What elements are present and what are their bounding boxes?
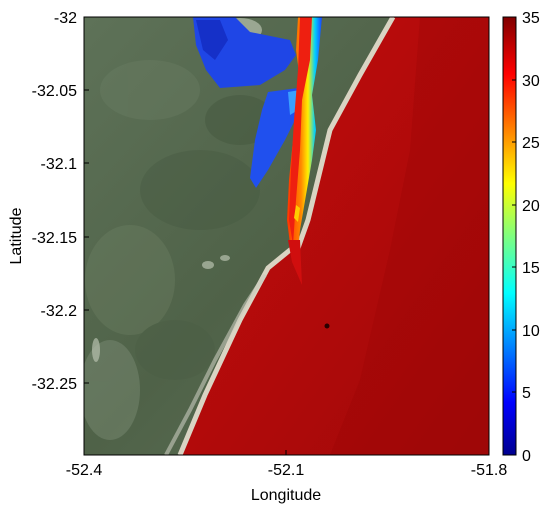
colorbar-tick-label: 35 — [522, 10, 540, 27]
x-axis-label: Longitude — [251, 487, 321, 504]
station-marker — [324, 323, 330, 329]
y-tick-label: -32.05 — [32, 83, 77, 100]
x-axis-ticks — [83, 450, 490, 455]
colorbar: 35 30 25 20 15 10 5 0 — [502, 10, 540, 465]
estuary-mouth — [288, 240, 302, 285]
estuary-channel-red-core — [289, 17, 312, 245]
x-tick-label: -52.4 — [66, 462, 103, 479]
colorbar-tick-label: 10 — [522, 323, 540, 340]
estuary-jetty-plume — [294, 205, 300, 222]
y-axis-label: Latitude — [8, 207, 25, 264]
y-tick-label: -32.15 — [32, 230, 77, 247]
lagoon-northwest-arm-dark — [196, 20, 228, 60]
colorbar-gradient — [502, 16, 517, 456]
colorbar-tick-label: 30 — [522, 73, 540, 90]
y-tick-label: -32 — [54, 10, 77, 27]
colorbar-tick-label: 25 — [522, 135, 540, 152]
y-tick-label: -32.1 — [41, 156, 78, 173]
lagoon-southern-arm — [250, 88, 300, 188]
y-tick-label: -32.25 — [32, 376, 77, 393]
colorbar-tick-label: 15 — [522, 260, 540, 277]
y-axis-ticks — [84, 16, 89, 384]
ocean-salinity-field — [180, 17, 489, 455]
y-tick-label: -32.2 — [41, 303, 78, 320]
beach-highlight — [164, 273, 267, 455]
ocean-shading — [330, 17, 489, 455]
x-tick-label: -52.1 — [268, 462, 305, 479]
colorbar-tick-label: 5 — [522, 385, 531, 402]
x-tick-label: -51.8 — [471, 462, 508, 479]
colorbar-tick-label: 20 — [522, 198, 540, 215]
map-plot-area — [84, 17, 489, 455]
colorbar-tick-label: 0 — [522, 448, 531, 465]
